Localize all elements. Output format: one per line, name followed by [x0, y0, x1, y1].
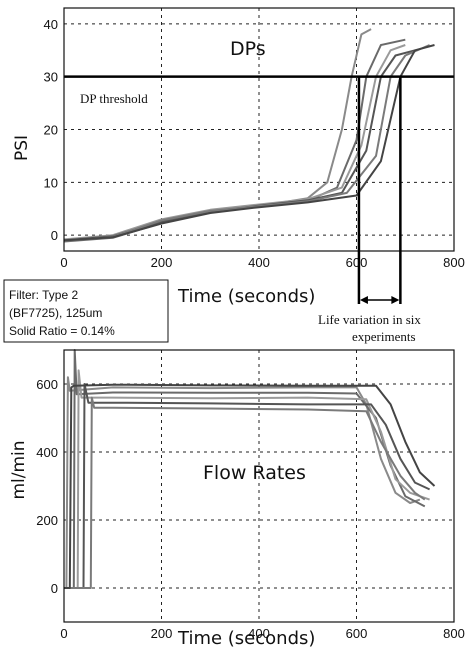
dp-y-tick-2: 20 — [44, 123, 58, 138]
flow-x-tick-3: 600 — [346, 626, 368, 641]
life-variation-arrowhead-right — [391, 296, 400, 304]
flow-rate-chart: Flow Rates 0 200 400 600 800 0 200 400 600 ml/mi… — [9, 349, 465, 649]
flow-y-axis-label: ml/min — [9, 440, 29, 499]
dp-x-axis-label: Time (seconds) — [177, 286, 315, 307]
flow-chart-title: Flow Rates — [203, 462, 306, 484]
dp-y-tick-0: 0 — [51, 228, 58, 243]
flow-y-tick-3: 600 — [36, 377, 58, 392]
life-variation-label-line1: Life variation in six — [318, 312, 421, 327]
dp-tick-labels: 0 200 400 600 800 0 10 20 30 40 — [44, 17, 465, 270]
life-variation-label-line2: experiments — [352, 329, 416, 344]
dp-series-5 — [63, 44, 430, 242]
flow-x-tick-4: 800 — [443, 626, 465, 641]
flow-series-1 — [64, 376, 421, 589]
dp-chart: DP threshold DPs 0 200 400 600 800010203040 … — [12, 7, 465, 344]
flow-x-tick-1: 200 — [151, 626, 173, 641]
flow-series-4 — [64, 383, 431, 589]
dp-series-6 — [63, 44, 435, 242]
flow-plot-frame — [63, 349, 455, 623]
dp-series-3 — [63, 44, 406, 241]
flow-y-tick-2: 400 — [36, 445, 58, 460]
flow-series-5 — [64, 396, 426, 589]
dp-x-tick-2: 400 — [248, 255, 270, 270]
life-variation-annotation: Life variation in six experiments — [318, 76, 421, 344]
dp-x-tick-0: 0 — [60, 255, 67, 270]
dp-y-tick-1: 10 — [44, 175, 58, 190]
filter-info-line3: Solid Ratio = 0.14% — [9, 324, 115, 338]
dp-y-tick-3: 30 — [44, 70, 58, 85]
dp-chart-title: DPs — [230, 38, 266, 60]
dp-x-tick-4: 800 — [443, 255, 465, 270]
flow-series-6 — [64, 383, 436, 589]
flow-y-tick-0: 0 — [51, 581, 58, 596]
dp-y-axis-label: PSI — [12, 135, 32, 161]
flow-series-3 — [64, 369, 430, 589]
flow-x-tick-0: 0 — [60, 626, 67, 641]
dp-x-tick-3: 600 — [346, 255, 368, 270]
filter-info-line2: (BF7725), 125um — [9, 306, 102, 320]
dp-threshold-label: DP threshold — [80, 91, 148, 106]
flow-x-axis-label: Time (seconds) — [177, 628, 315, 649]
filter-info-line1: Filter: Type 2 — [9, 288, 78, 302]
flow-grid — [64, 350, 454, 622]
flow-y-tick-1: 200 — [36, 513, 58, 528]
dp-series-group — [63, 28, 435, 243]
dp-y-tick-4: 40 — [44, 17, 58, 32]
flow-x-tick-2: 400 — [248, 626, 270, 641]
filter-info-frame — [3, 279, 169, 343]
dp-x-tick-1: 200 — [151, 255, 173, 270]
filter-info-box: Filter: Type 2 (BF7725), 125um Solid Rat… — [3, 279, 169, 343]
flow-series-group — [64, 349, 436, 589]
dp-plot-frame — [63, 7, 455, 252]
life-variation-arrowhead-left — [359, 296, 368, 304]
flow-tick-labels: 0 200 400 600 800 0 200 400 600 — [36, 377, 465, 641]
